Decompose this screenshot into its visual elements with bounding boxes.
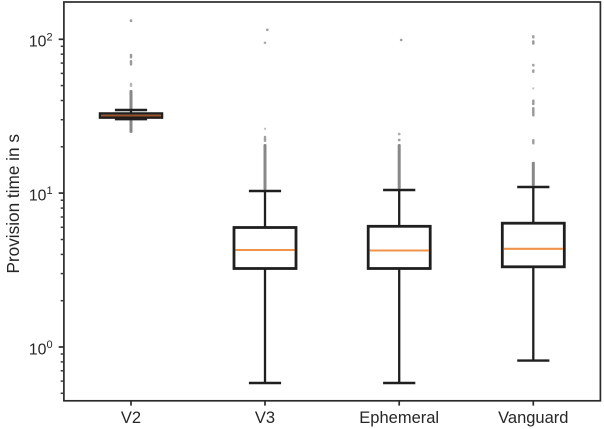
svg-text:V3: V3	[255, 409, 275, 427]
svg-text:Ephemeral: Ephemeral	[359, 409, 439, 427]
svg-text:V2: V2	[121, 409, 141, 427]
svg-text:Provision time in s: Provision time in s	[3, 134, 23, 273]
svg-text:Vanguard: Vanguard	[498, 409, 568, 427]
